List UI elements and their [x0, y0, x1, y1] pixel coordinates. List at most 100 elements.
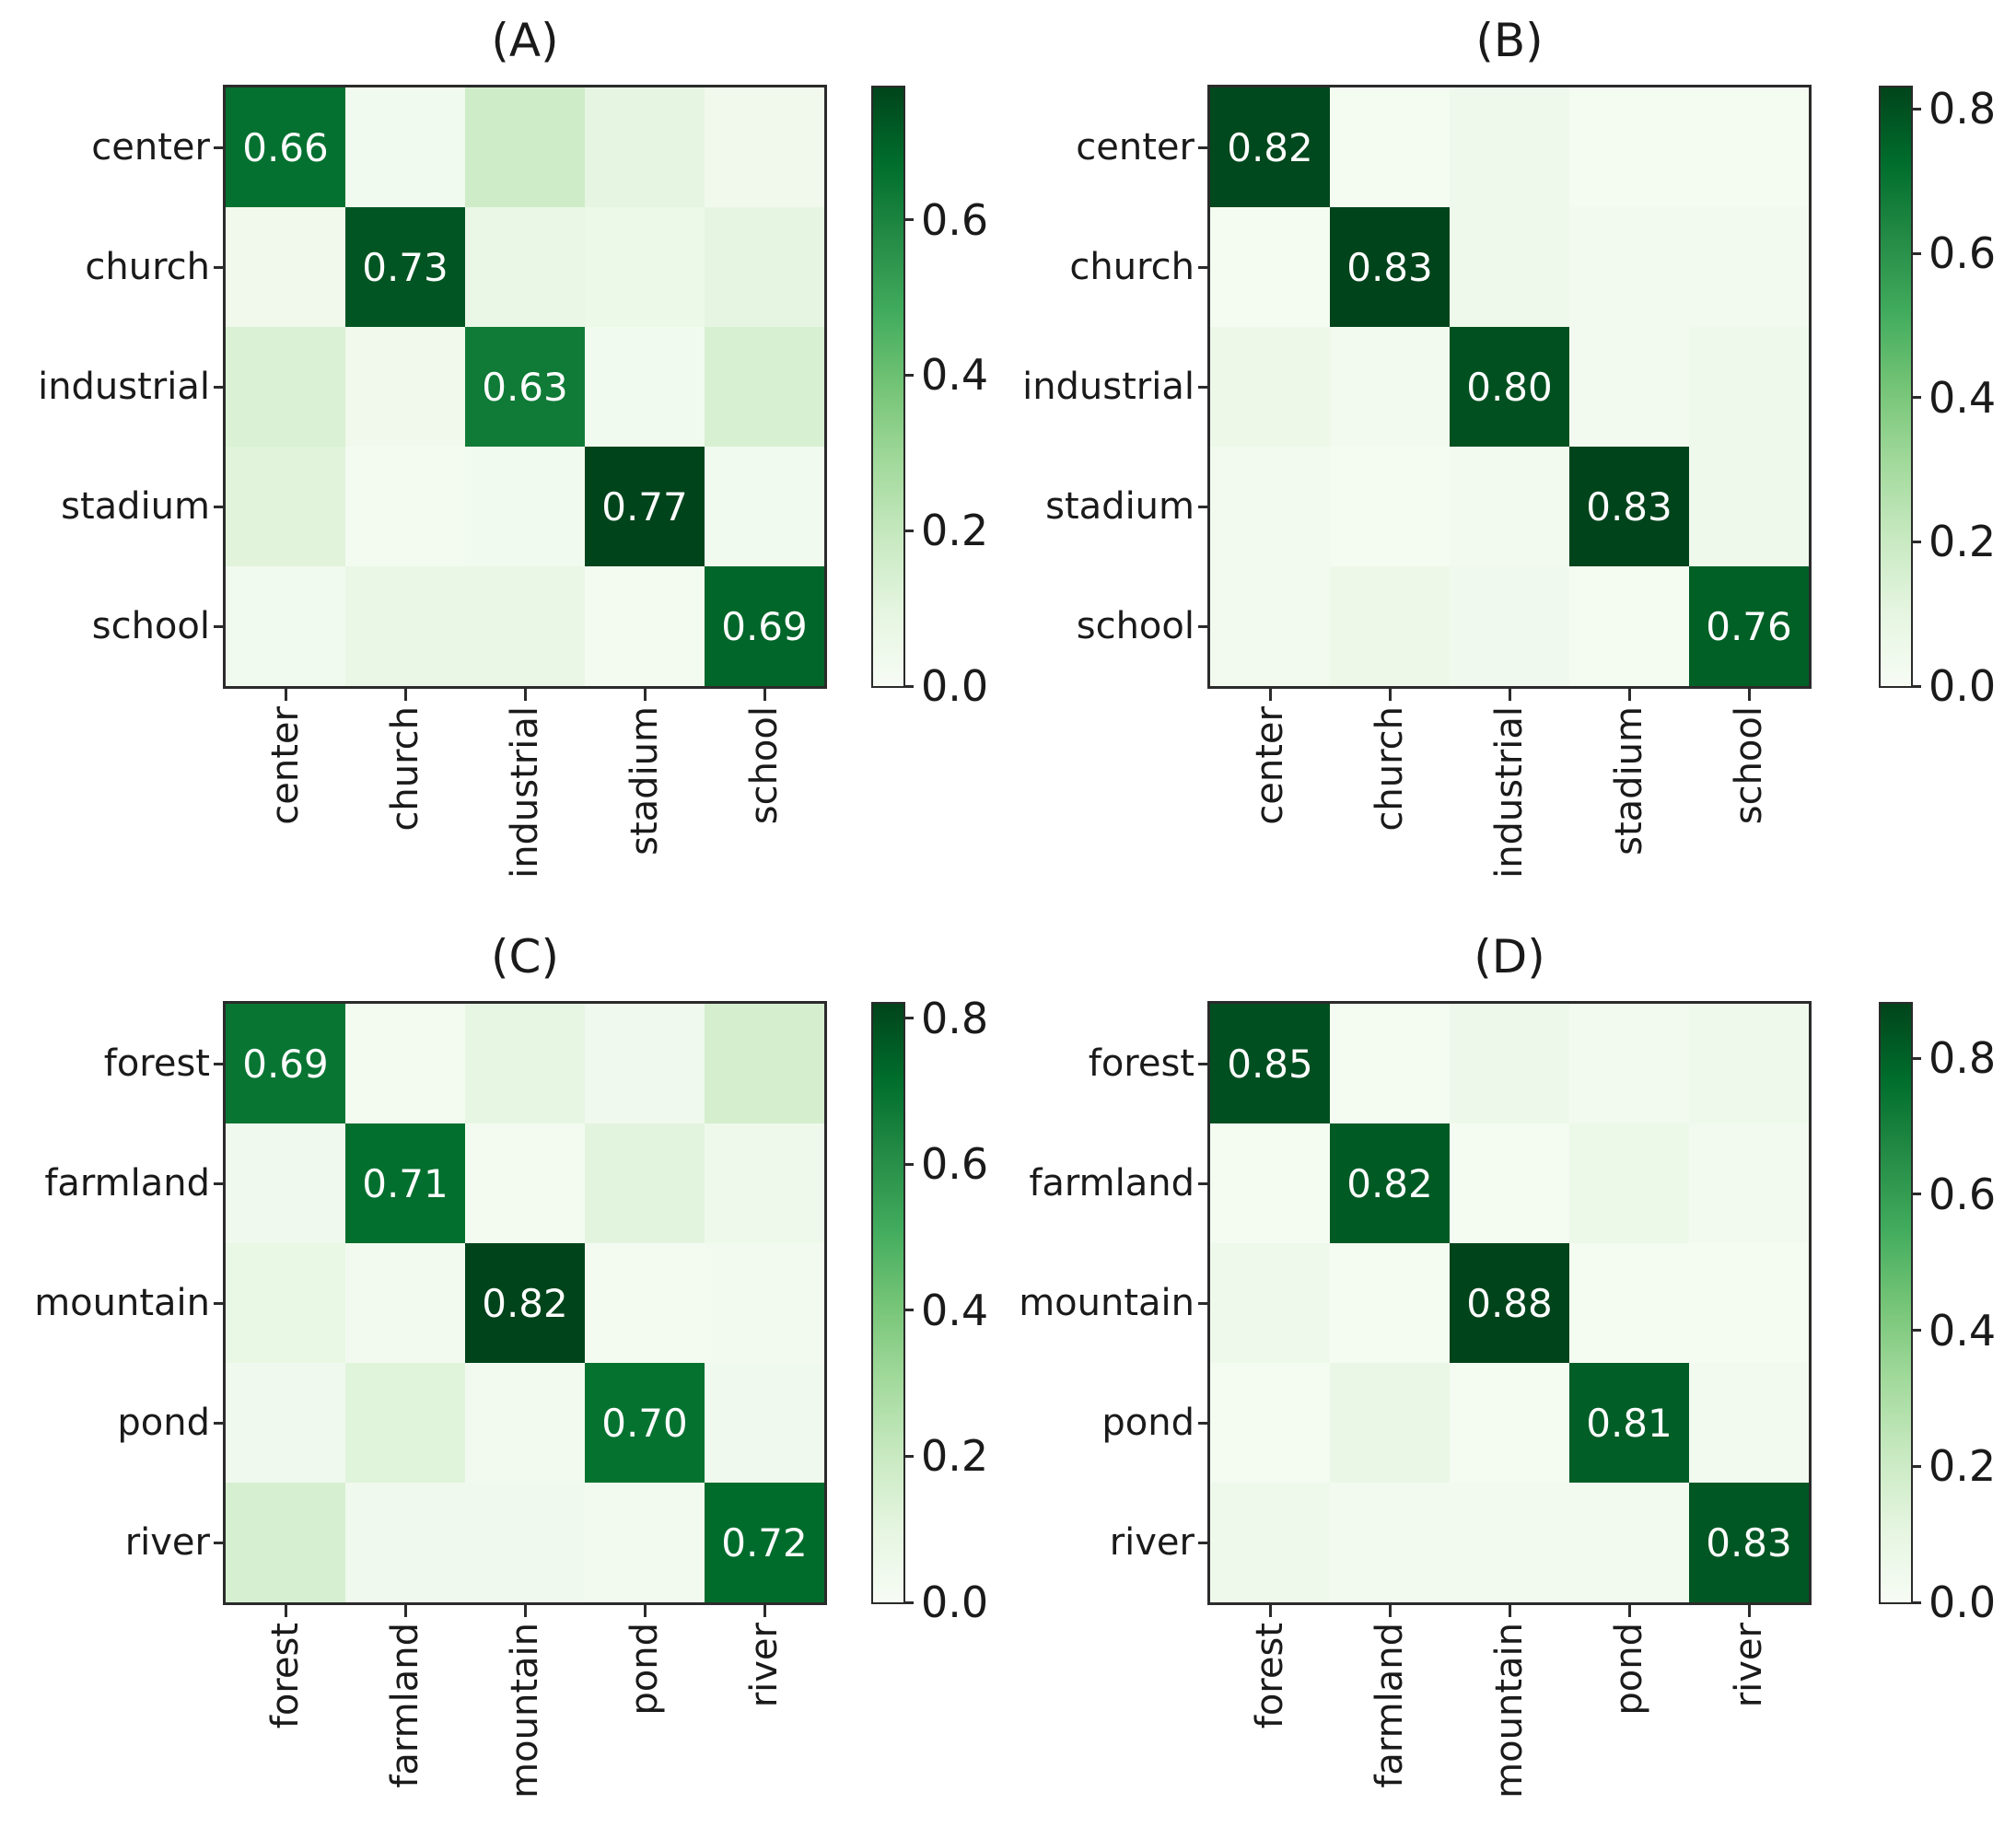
- cell-value-label: 0.70: [601, 1400, 688, 1446]
- x-tick-mark: [763, 1605, 766, 1617]
- col-label-text: church: [384, 706, 426, 832]
- cell-B-school-stadium: [1569, 566, 1689, 686]
- cell-D-farmland-forest: [1210, 1123, 1330, 1243]
- x-tick-mark: [1508, 1605, 1511, 1617]
- row-label-pond: pond: [1101, 1402, 1194, 1444]
- y-tick-mark: [1198, 1541, 1210, 1544]
- panel-A-title: (A): [491, 14, 559, 67]
- y-tick-mark: [1198, 265, 1210, 269]
- y-tick-mark: [1198, 505, 1210, 508]
- row-label-farmland: farmland: [1029, 1162, 1194, 1205]
- cell-value-label: 0.82: [1227, 124, 1313, 170]
- colorbar-D-tick: [1911, 1329, 1921, 1333]
- cell-C-farmland-mountain: [465, 1123, 585, 1243]
- col-label-forest: forest: [226, 1623, 345, 1839]
- cell-C-farmland-farmland: 0.71: [345, 1123, 465, 1243]
- panel-C-title: (C): [491, 930, 559, 984]
- cell-A-church-church: 0.73: [345, 207, 465, 327]
- colorbar-A-tick-label-0.0: 0.0: [921, 661, 989, 711]
- cell-D-river-forest: [1210, 1483, 1330, 1602]
- panel-D-plot: 0.85 0.82 0.88 0.81 0.83 forest farmland mounta…: [1008, 916, 2016, 1826]
- cell-D-mountain-pond: [1569, 1243, 1689, 1363]
- col-label-farmland: farmland: [345, 1623, 465, 1839]
- row-label-church: church: [85, 246, 210, 288]
- colorbar-C-tick-label-0.6: 0.6: [921, 1139, 989, 1190]
- cell-A-church-school: [705, 207, 824, 327]
- cell-B-center-stadium: [1569, 87, 1689, 207]
- colorbar-D: [1879, 1002, 1913, 1604]
- colorbar-C-tick: [903, 1600, 914, 1604]
- col-label-text: pond: [623, 1623, 666, 1716]
- x-tick-mark: [1627, 1605, 1631, 1617]
- cell-A-center-stadium: [585, 87, 705, 207]
- col-label-text: forest: [264, 1623, 307, 1729]
- colorbar-D-tick-label-0.8: 0.8: [1929, 1033, 1997, 1084]
- colorbar-B-tick-label-0.6: 0.6: [1929, 228, 1997, 279]
- cell-A-school-school: 0.69: [705, 566, 824, 686]
- colorbar-C-tick: [903, 1309, 914, 1312]
- cell-D-river-river: 0.83: [1689, 1483, 1809, 1602]
- cell-D-forest-forest: 0.85: [1210, 1004, 1330, 1123]
- col-label-text: stadium: [623, 706, 666, 855]
- cell-D-mountain-mountain: 0.88: [1450, 1243, 1569, 1363]
- colorbar-B-tick: [1911, 251, 1921, 255]
- cell-D-forest-pond: [1569, 1004, 1689, 1123]
- row-label-farmland: farmland: [44, 1162, 210, 1205]
- row-label-pond: pond: [117, 1402, 210, 1444]
- col-label-text: industrial: [1488, 706, 1531, 879]
- row-label-stadium: stadium: [61, 485, 210, 528]
- col-label-school: school: [705, 706, 824, 923]
- cell-value-label: 0.83: [1346, 244, 1433, 290]
- cell-B-stadium-stadium: 0.83: [1569, 447, 1689, 566]
- cell-B-church-industrial: [1450, 207, 1569, 327]
- cell-value-label: 0.71: [362, 1160, 449, 1206]
- cell-B-school-industrial: [1450, 566, 1569, 686]
- cell-A-stadium-industrial: [465, 447, 585, 566]
- row-label-center: center: [1076, 126, 1194, 169]
- y-tick-mark: [1198, 624, 1210, 628]
- col-label-text: stadium: [1608, 706, 1650, 855]
- cell-B-school-school: 0.76: [1689, 566, 1809, 686]
- panel-B-title: (B): [1475, 14, 1544, 67]
- colorbar-B-tick-label-0.2: 0.2: [1929, 517, 1997, 567]
- panel-D-title: (D): [1474, 930, 1545, 984]
- col-label-text: mountain: [504, 1623, 546, 1798]
- x-tick-mark: [403, 1605, 407, 1617]
- cell-A-school-stadium: [585, 566, 705, 686]
- heatmap-A: 0.66 0.73 0.63 0.77 0.69: [223, 85, 827, 689]
- y-tick-mark: [1198, 145, 1210, 149]
- cell-B-industrial-school: [1689, 327, 1809, 447]
- cell-D-farmland-mountain: [1450, 1123, 1569, 1243]
- colorbar-C-tick: [903, 1162, 914, 1166]
- cell-B-industrial-center: [1210, 327, 1330, 447]
- row-label-center: center: [91, 126, 210, 169]
- cell-A-industrial-school: [705, 327, 824, 447]
- cell-A-stadium-stadium: 0.77: [585, 447, 705, 566]
- colorbar-C-tick-label-0.2: 0.2: [921, 1431, 989, 1482]
- col-label-text: center: [264, 706, 307, 825]
- panel-C-plot: 0.69 0.71 0.82 0.70 0.72 forest farmland mounta…: [0, 916, 1008, 1826]
- col-label-mountain: mountain: [465, 1623, 585, 1839]
- col-label-text: river: [743, 1623, 786, 1708]
- colorbar-A-tick-label-0.4: 0.4: [921, 350, 989, 401]
- panel-C: (C) 0.69 0.71 0.82 0.70 0.72 forest farmland mo…: [0, 916, 1008, 1826]
- cell-C-mountain-farmland: [345, 1243, 465, 1363]
- colorbar-C-tick-label-0.0: 0.0: [921, 1577, 989, 1627]
- cell-A-center-industrial: [465, 87, 585, 207]
- cell-value-label: 0.85: [1227, 1041, 1313, 1087]
- cell-B-center-church: [1330, 87, 1450, 207]
- row-label-river: river: [124, 1521, 210, 1564]
- y-tick-mark: [214, 505, 226, 508]
- cell-value-label: 0.83: [1586, 483, 1672, 530]
- colorbar-C: [871, 1002, 905, 1604]
- cell-B-school-center: [1210, 566, 1330, 686]
- col-label-text: school: [1728, 706, 1770, 825]
- col-label-text: church: [1369, 706, 1411, 832]
- y-tick-mark: [214, 145, 226, 149]
- colorbar-C-tick-label-0.4: 0.4: [921, 1285, 989, 1335]
- cell-D-farmland-pond: [1569, 1123, 1689, 1243]
- col-label-text: farmland: [1369, 1623, 1411, 1788]
- y-tick-mark: [214, 1181, 226, 1185]
- cell-value-label: 0.73: [362, 244, 449, 290]
